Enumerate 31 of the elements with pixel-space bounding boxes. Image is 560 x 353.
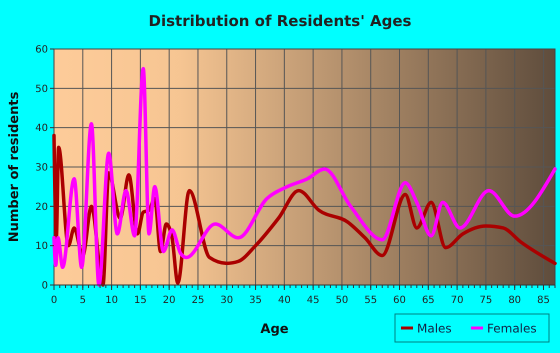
- x-tick-label: 30: [220, 295, 234, 306]
- x-tick-label: 15: [134, 295, 147, 306]
- line-series: [52, 66, 557, 287]
- chart-title: Distribution of Residents' Ages: [148, 12, 412, 30]
- x-tick-label: 10: [105, 295, 118, 306]
- y-axis-title: Number of residents: [7, 91, 22, 242]
- y-tick-label: 0: [42, 280, 48, 292]
- x-tick-label: 35: [249, 295, 262, 306]
- legend-label: Males: [417, 322, 452, 336]
- y-tick-label: 30: [35, 162, 48, 174]
- y-tick-label: 60: [35, 44, 48, 56]
- x-tick-label: 25: [192, 295, 204, 306]
- y-tick-label: 10: [35, 241, 48, 252]
- x-axis-title: Age: [260, 322, 289, 337]
- x-tick-label: 80: [508, 295, 522, 306]
- x-tick-label: 60: [393, 295, 406, 306]
- y-tick-label: 40: [35, 123, 48, 134]
- x-tick-label: 65: [422, 295, 435, 306]
- x-tick-label: 45: [306, 295, 320, 306]
- x-tick-label: 70: [450, 295, 464, 306]
- x-tick-label: 20: [162, 295, 176, 306]
- x-tick-label: 55: [364, 295, 378, 306]
- x-tick-label: 0: [50, 295, 58, 306]
- legend-label: Females: [487, 322, 537, 336]
- x-tick-label: 85: [537, 295, 550, 306]
- x-tick-label: 40: [278, 295, 291, 306]
- y-tick-label: 50: [35, 84, 48, 95]
- x-tick-label: 50: [336, 295, 348, 306]
- y-tick-label: 20: [35, 202, 48, 213]
- x-tick-label: 5: [80, 295, 86, 306]
- x-tick-label: 75: [480, 295, 492, 306]
